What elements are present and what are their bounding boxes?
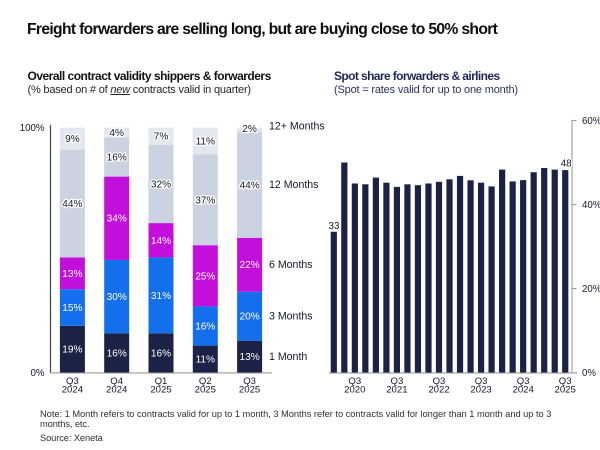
svg-text:Q4: Q4: [110, 376, 123, 387]
svg-text:Q3: Q3: [348, 376, 361, 387]
svg-text:2025: 2025: [239, 385, 260, 396]
svg-text:11%: 11%: [196, 137, 215, 148]
svg-text:2022: 2022: [428, 385, 449, 396]
svg-text:25%: 25%: [195, 271, 215, 282]
svg-text:48: 48: [561, 159, 572, 170]
svg-text:2024: 2024: [106, 385, 128, 396]
svg-text:34%: 34%: [107, 214, 127, 225]
svg-text:Q3: Q3: [475, 376, 488, 387]
svg-text:16%: 16%: [107, 348, 127, 359]
svg-text:3 Months: 3 Months: [269, 311, 313, 323]
svg-text:19%: 19%: [62, 345, 82, 356]
svg-text:Q3: Q3: [66, 376, 79, 387]
svg-text:12+ Months: 12+ Months: [269, 121, 325, 133]
svg-text:Q3: Q3: [517, 376, 530, 387]
svg-text:2025: 2025: [150, 385, 171, 396]
svg-text:2021: 2021: [386, 385, 407, 396]
svg-text:Q3: Q3: [559, 376, 572, 387]
svg-text:44%: 44%: [239, 181, 259, 192]
svg-text:Q1: Q1: [155, 376, 168, 387]
svg-text:31%: 31%: [151, 291, 171, 302]
svg-text:2024: 2024: [62, 385, 84, 396]
svg-text:40%: 40%: [582, 200, 600, 211]
svg-text:2024: 2024: [513, 385, 535, 396]
svg-text:2020: 2020: [344, 385, 365, 396]
svg-text:16%: 16%: [151, 348, 171, 359]
svg-text:1 Month: 1 Month: [269, 351, 307, 363]
svg-text:100%: 100%: [20, 123, 45, 134]
svg-text:16%: 16%: [195, 322, 215, 333]
svg-text:13%: 13%: [62, 269, 82, 280]
svg-text:30%: 30%: [107, 292, 127, 303]
svg-text:44%: 44%: [62, 199, 82, 210]
svg-text:2025: 2025: [195, 385, 216, 396]
svg-text:22%: 22%: [239, 260, 259, 271]
svg-text:0%: 0%: [582, 368, 596, 379]
svg-text:Q3: Q3: [390, 376, 403, 387]
svg-text:7%: 7%: [154, 132, 169, 143]
svg-text:Q3: Q3: [243, 376, 256, 387]
svg-text:Q3: Q3: [433, 376, 446, 387]
svg-text:Q2: Q2: [199, 376, 212, 387]
svg-text:33: 33: [329, 221, 340, 232]
svg-text:15%: 15%: [62, 303, 82, 314]
svg-text:14%: 14%: [151, 236, 171, 247]
svg-text:13%: 13%: [239, 352, 259, 363]
svg-text:12 Months: 12 Months: [269, 179, 318, 191]
svg-text:32%: 32%: [151, 179, 171, 190]
svg-text:11%: 11%: [196, 355, 215, 366]
svg-text:9%: 9%: [65, 134, 80, 145]
svg-text:2023: 2023: [470, 385, 491, 396]
svg-text:60%: 60%: [582, 116, 600, 127]
svg-text:2025: 2025: [555, 385, 576, 396]
svg-text:6 Months: 6 Months: [269, 259, 313, 271]
svg-text:0%: 0%: [30, 368, 44, 379]
svg-text:16%: 16%: [107, 153, 127, 164]
svg-text:4%: 4%: [109, 128, 124, 139]
svg-text:20%: 20%: [239, 312, 259, 323]
svg-text:37%: 37%: [195, 195, 215, 206]
svg-text:2%: 2%: [242, 124, 257, 135]
svg-text:20%: 20%: [582, 284, 600, 295]
